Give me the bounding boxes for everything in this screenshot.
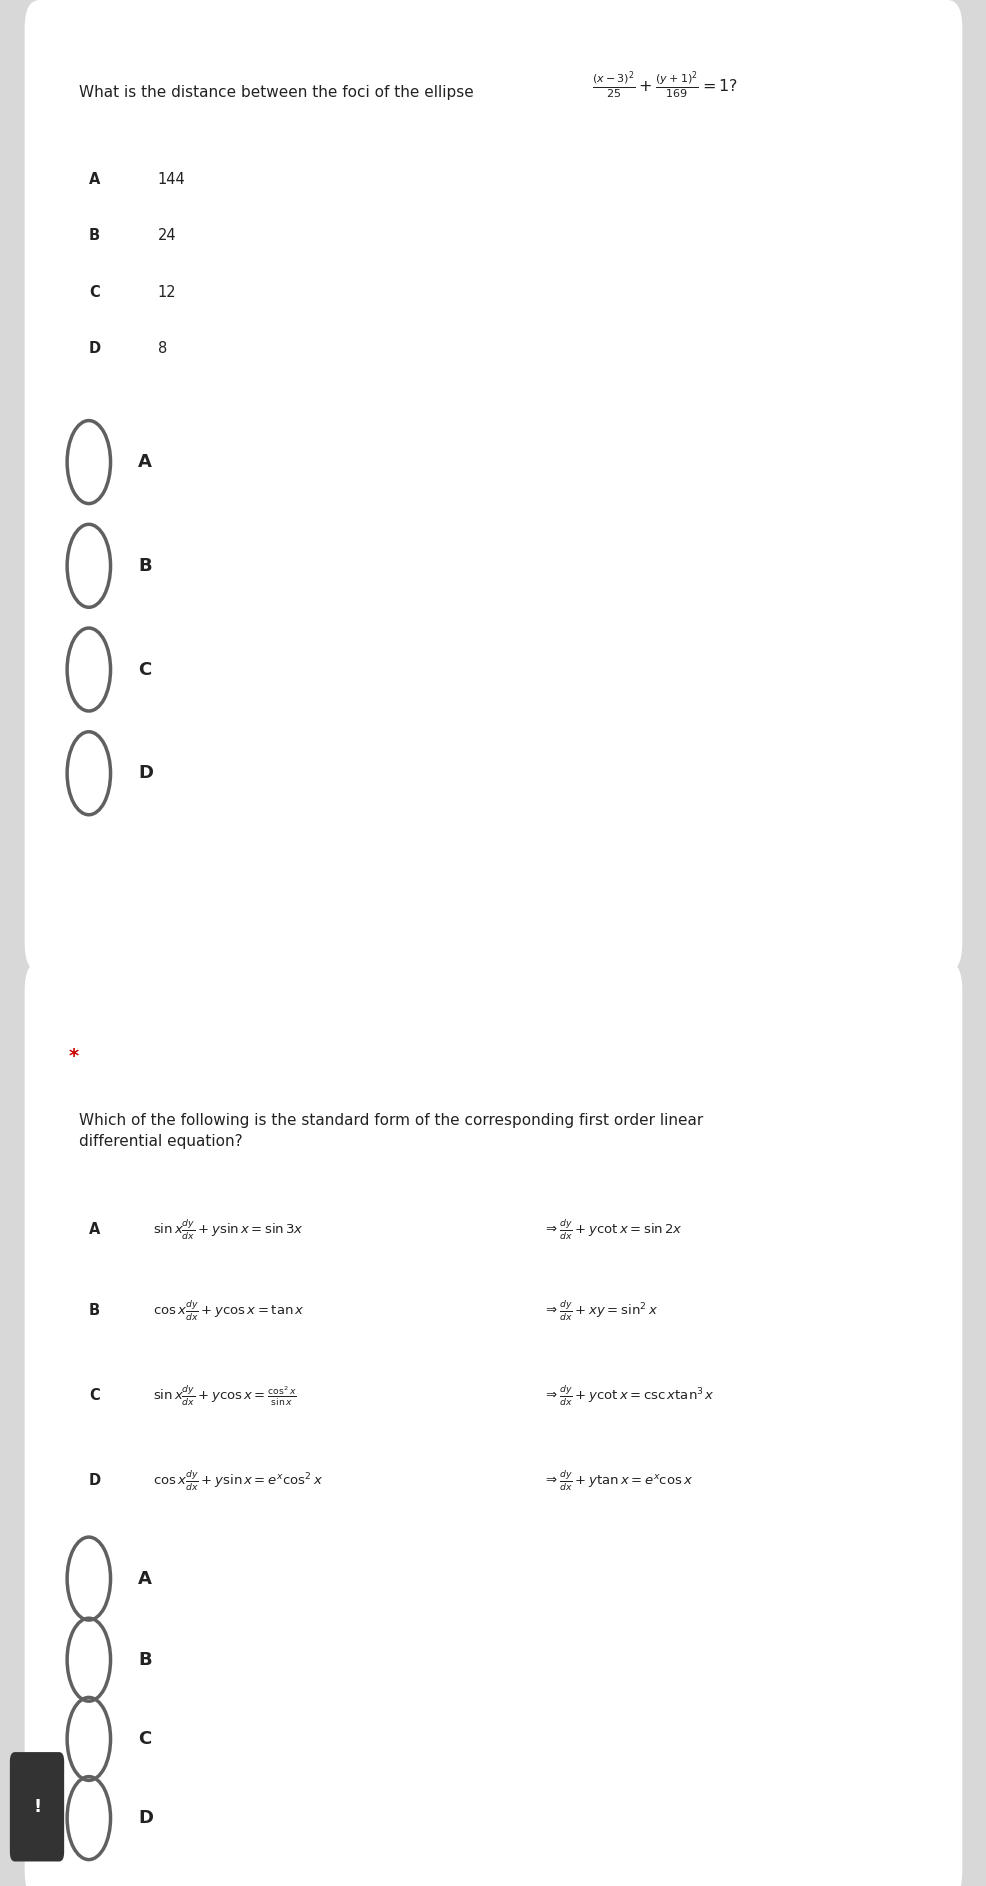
Text: B: B <box>138 1650 152 1669</box>
Text: !: ! <box>34 1797 41 1816</box>
Text: *: * <box>69 1047 79 1066</box>
Text: $\sin x\frac{dy}{dx}+y\cos x=\frac{\cos^2 x}{\sin x}$: $\sin x\frac{dy}{dx}+y\cos x=\frac{\cos^… <box>153 1384 297 1407</box>
FancyBboxPatch shape <box>25 962 961 1886</box>
Text: What is the distance between the foci of the ellipse: What is the distance between the foci of… <box>79 85 473 100</box>
Text: D: D <box>138 764 153 783</box>
Text: $\Rightarrow\frac{dy}{dx}+y\tan x=e^x\cos x$: $\Rightarrow\frac{dy}{dx}+y\tan x=e^x\co… <box>542 1469 692 1492</box>
Text: A: A <box>89 172 101 187</box>
Text: B: B <box>138 556 152 575</box>
Text: $\Rightarrow\frac{dy}{dx}+y\cot x=\csc x\tan^3 x$: $\Rightarrow\frac{dy}{dx}+y\cot x=\csc x… <box>542 1384 714 1407</box>
Text: 144: 144 <box>158 172 185 187</box>
Text: C: C <box>138 660 151 679</box>
Text: B: B <box>89 1303 100 1318</box>
Text: $\cos x\frac{dy}{dx}+y\sin x=e^x\cos^2 x$: $\cos x\frac{dy}{dx}+y\sin x=e^x\cos^2 x… <box>153 1469 322 1492</box>
Text: 12: 12 <box>158 285 176 300</box>
Text: $\Rightarrow\frac{dy}{dx}+y\cot x=\sin 2x$: $\Rightarrow\frac{dy}{dx}+y\cot x=\sin 2… <box>542 1218 682 1241</box>
Text: C: C <box>89 1388 100 1403</box>
Text: C: C <box>138 1729 151 1748</box>
Text: $\sin x\frac{dy}{dx}+y\sin x=\sin 3x$: $\sin x\frac{dy}{dx}+y\sin x=\sin 3x$ <box>153 1218 304 1241</box>
Text: A: A <box>138 453 152 472</box>
Text: A: A <box>89 1222 101 1237</box>
Text: C: C <box>89 285 100 300</box>
Text: D: D <box>138 1809 153 1828</box>
FancyBboxPatch shape <box>25 0 961 971</box>
Text: $\Rightarrow\frac{dy}{dx}+xy=\sin^2 x$: $\Rightarrow\frac{dy}{dx}+xy=\sin^2 x$ <box>542 1299 657 1322</box>
Text: B: B <box>89 228 100 243</box>
Text: 24: 24 <box>158 228 176 243</box>
Text: A: A <box>138 1569 152 1588</box>
Text: D: D <box>89 341 101 356</box>
Text: $\frac{(x-3)^2}{25}+\frac{(y+1)^2}{169}=1$?: $\frac{(x-3)^2}{25}+\frac{(y+1)^2}{169}=… <box>592 70 738 102</box>
FancyBboxPatch shape <box>10 1752 64 1861</box>
Text: $\cos x\frac{dy}{dx}+y\cos x=\tan x$: $\cos x\frac{dy}{dx}+y\cos x=\tan x$ <box>153 1299 305 1322</box>
Text: D: D <box>89 1473 101 1488</box>
Text: 8: 8 <box>158 341 167 356</box>
Text: Which of the following is the standard form of the corresponding first order lin: Which of the following is the standard f… <box>79 1113 702 1149</box>
